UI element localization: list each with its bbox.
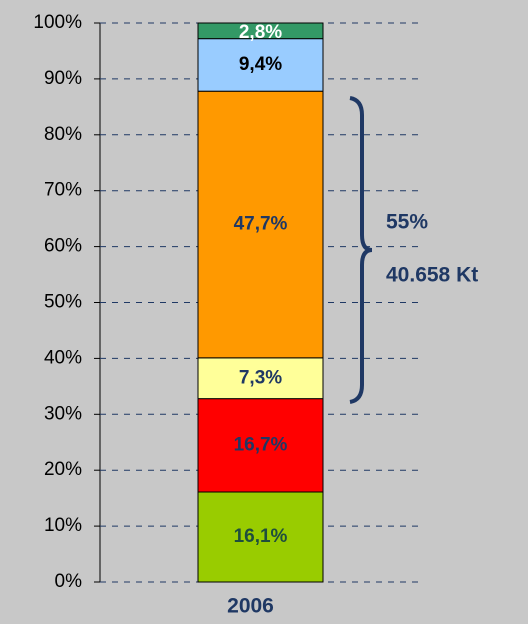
bar-segment	[197, 38, 324, 92]
data-label: 7,3%	[239, 367, 282, 388]
annotation: 40.658 Kt	[386, 264, 478, 287]
bar-segment	[197, 90, 324, 359]
y-tick-label: 60%	[44, 236, 82, 257]
y-tick-label: 50%	[44, 292, 82, 313]
y-tick-label: 0%	[55, 571, 83, 592]
data-label: 16,7%	[234, 434, 288, 455]
bar-segment	[197, 398, 324, 493]
y-tick-label: 20%	[44, 459, 82, 480]
y-tick-label: 70%	[44, 180, 82, 201]
y-tick-label: 10%	[44, 515, 82, 536]
data-label: 2,8%	[239, 22, 282, 43]
y-tick-label: 100%	[33, 12, 82, 33]
bracket	[349, 96, 373, 404]
bar-segment	[197, 357, 324, 400]
y-tick-label: 40%	[44, 347, 82, 368]
data-label: 47,7%	[234, 214, 288, 235]
x-tick-label: 2006	[227, 595, 274, 618]
y-tick-label: 30%	[44, 403, 82, 424]
bar-segment	[197, 491, 324, 583]
annotation: 55%	[386, 211, 428, 234]
bar-segment	[197, 22, 324, 40]
data-label: 16,1%	[234, 526, 288, 547]
y-tick-label: 90%	[44, 68, 82, 89]
y-tick-label: 80%	[44, 124, 82, 145]
data-label: 9,4%	[239, 54, 282, 75]
